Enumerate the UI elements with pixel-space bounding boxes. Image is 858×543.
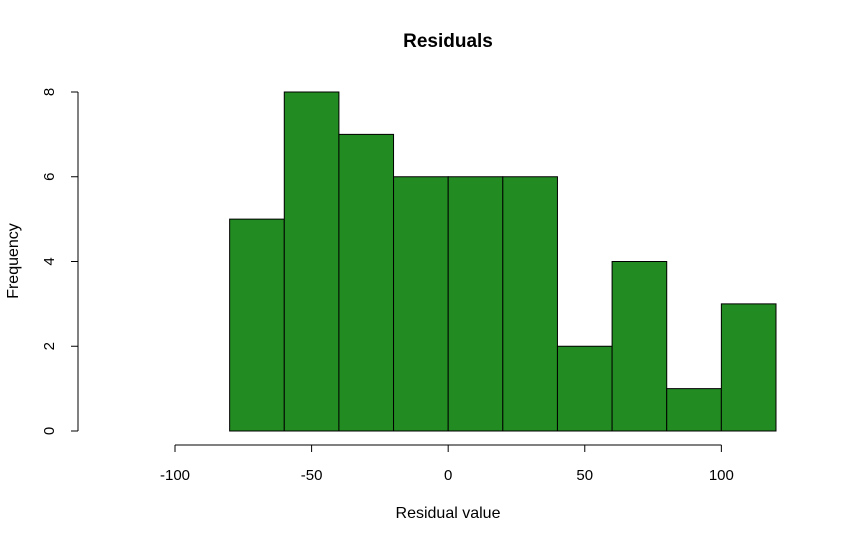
- x-axis-label: Residual value: [396, 505, 501, 522]
- y-tick-label-2: 4: [41, 257, 58, 265]
- x-axis: -100 -50 0 50 100: [160, 444, 734, 484]
- histogram-bar-3: [393, 176, 449, 432]
- histogram-bar-1: [283, 91, 340, 432]
- y-tick-label-0: 0: [41, 427, 58, 435]
- y-axis-label: Frequency: [5, 223, 22, 299]
- chart-title: Residuals: [403, 31, 493, 52]
- histogram-bar-8: [666, 388, 722, 432]
- histogram-bar-5: [502, 176, 558, 432]
- histogram-bar-0: [229, 218, 285, 432]
- y-tick-label-3: 6: [41, 173, 58, 181]
- histogram-bar-7: [611, 261, 668, 432]
- histogram-bar-6: [556, 345, 613, 432]
- y-tick-label-1: 2: [41, 342, 58, 350]
- histogram-bar-9: [720, 303, 777, 432]
- bars-group: [229, 91, 777, 432]
- x-tick-label-3: 50: [576, 467, 593, 484]
- y-tick-label-4: 8: [41, 88, 58, 96]
- histogram-bar-2: [338, 133, 395, 432]
- x-tick-label-4: 100: [709, 467, 734, 484]
- x-tick-label-0: -100: [160, 467, 190, 484]
- x-tick-label-1: -50: [301, 467, 323, 484]
- histogram-bar-4: [447, 176, 504, 432]
- y-axis: 0 2 4 6 8: [41, 88, 79, 435]
- x-tick-label-2: 0: [444, 467, 452, 484]
